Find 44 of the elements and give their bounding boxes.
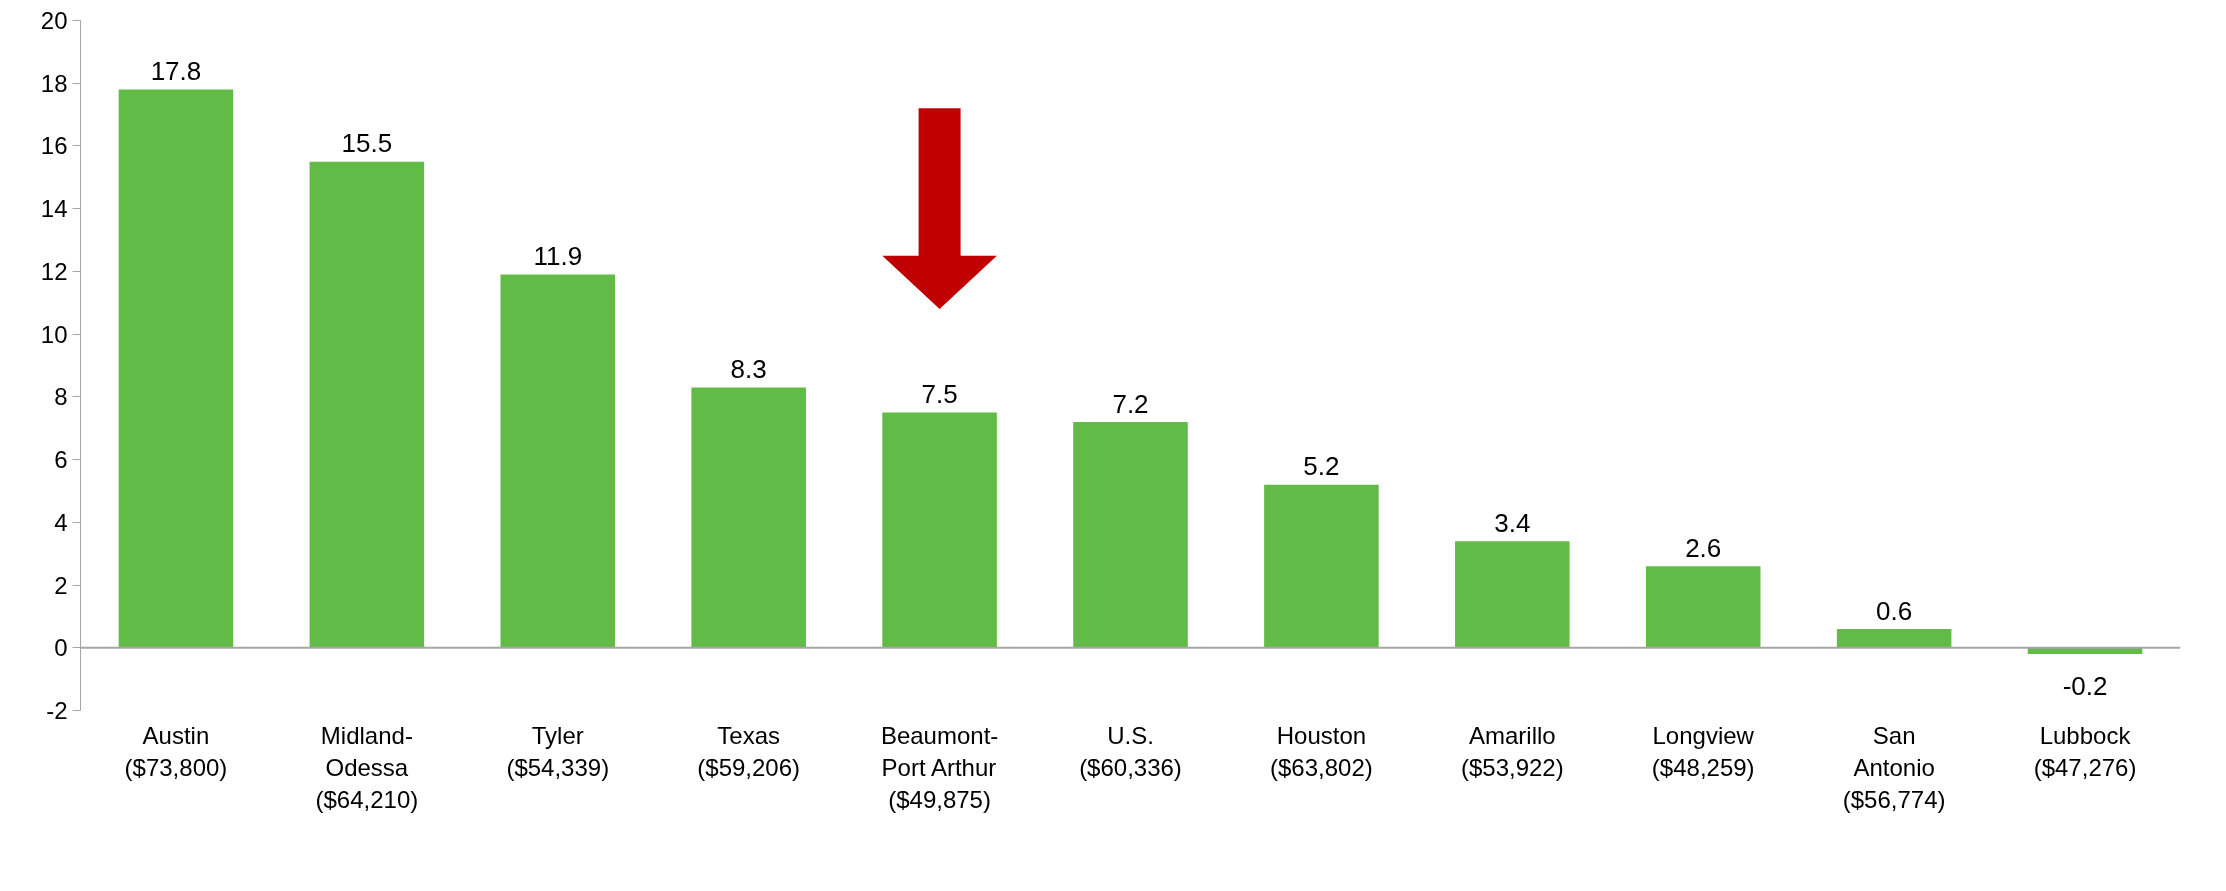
data-label: 3.4 [1494, 507, 1531, 538]
data-label: 17.8 [150, 56, 202, 87]
bar [882, 412, 997, 648]
data-label: 2.6 [1685, 532, 1722, 563]
bar [1455, 541, 1570, 648]
bar [1645, 566, 1761, 648]
data-label: -0.2 [2062, 670, 2108, 701]
bar [500, 274, 616, 648]
y-tick-label: 12 [40, 257, 68, 285]
bar [309, 161, 425, 648]
y-tick-label: 8 [54, 383, 68, 411]
y-tick-label: 18 [40, 69, 68, 97]
x-tick-label: Houston ($63,802) [1270, 721, 1373, 781]
data-label: 7.5 [921, 379, 958, 410]
y-tick-label: 6 [54, 446, 68, 474]
bar [118, 89, 234, 648]
x-tick-label: Texas ($59,206) [697, 721, 801, 781]
data-label: 15.5 [341, 128, 393, 159]
y-tick-label: 0 [54, 634, 68, 662]
bar [1836, 628, 1952, 648]
data-label: 7.2 [1112, 388, 1149, 419]
bar [1264, 484, 1379, 648]
y-tick-label: 10 [40, 320, 68, 348]
x-tick-label: U.S. ($60,336) [1079, 721, 1182, 781]
data-label: 11.9 [533, 241, 583, 272]
bar [1073, 421, 1188, 648]
y-tick-label: 20 [40, 7, 68, 34]
data-label: 0.6 [1876, 595, 1913, 626]
x-tick-label: Amarillo ($53,922) [1460, 721, 1564, 781]
x-tick-label: Midland- Odessa ($64,210) [315, 721, 419, 814]
x-tick-label: Beaumont- Port Arthur ($49,875) [880, 721, 999, 814]
x-tick-label: Tyler ($54,339) [506, 721, 610, 781]
y-tick-label: 16 [40, 132, 68, 160]
bar [691, 387, 806, 648]
x-tick-label: Longview ($48,259) [1651, 721, 1755, 781]
data-label: 8.3 [730, 354, 767, 385]
y-tick-label: -2 [46, 697, 68, 724]
y-tick-label: 14 [40, 195, 68, 223]
data-label: 5.2 [1303, 451, 1340, 482]
x-tick-label: San Antonio ($56,774) [1842, 721, 1946, 814]
x-tick-label: Austin ($73,800) [124, 721, 228, 781]
x-tick-label: Lubbock ($47,276) [2033, 721, 2137, 781]
y-tick-label: 4 [54, 508, 68, 536]
y-tick-label: 2 [54, 571, 68, 599]
